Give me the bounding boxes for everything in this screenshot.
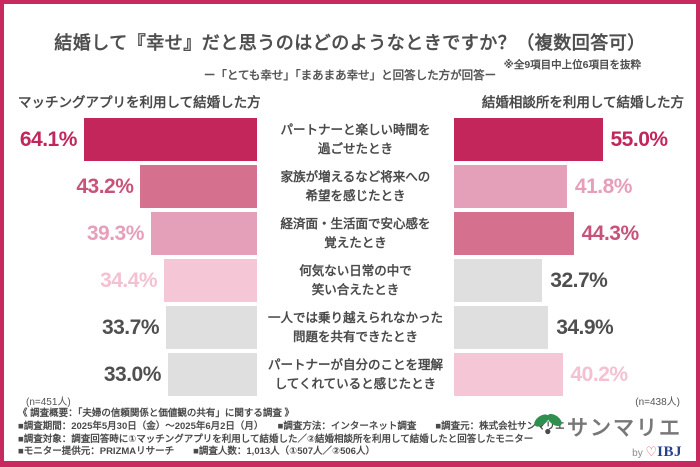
survey-overview-title: 《 調査概要：「夫婦の信頼関係と価値観の共有」に関する調査 》: [18, 408, 295, 419]
left-value-label: 33.7%: [101, 315, 160, 339]
left-value-label: 43.2%: [76, 174, 134, 198]
left-bar-cell: 33.7%: [4, 306, 257, 349]
page-title: 結婚して『幸せ』だと思うのはどのようなときですか？（複数回答可）: [54, 33, 646, 53]
left-value-label: 33.0%: [103, 362, 162, 386]
left-value-label: 39.3%: [86, 221, 145, 245]
chart-row: 33.0% パートナーが自分のことを理解 してくれていると感じたとき 40.2%: [4, 353, 696, 396]
right-value-label: 44.3%: [581, 221, 640, 245]
left-bar: [140, 165, 257, 208]
survey-target-line: ■調査対象：調査回答時に①マッチングアプリを利用して結婚した／②結婚相談所を利用…: [18, 433, 534, 445]
right-bar: [454, 306, 549, 349]
chart-row: 39.3% 経済面・生活面で安心感を 覚えたとき 44.3%: [4, 212, 696, 255]
category-line-1: パートナーと楽しい時間を: [280, 122, 431, 137]
right-value-label: 55.0%: [610, 127, 669, 151]
right-value-label: 34.9%: [556, 315, 614, 339]
category-line-1: 経済面・生活面で安心感を: [280, 216, 431, 231]
right-group-label: 結婚相談所を利用して結婚した方: [481, 95, 684, 110]
left-bar-cell: 34.4%: [4, 259, 257, 302]
category-line-1: パートナーが自分のことを理解: [267, 357, 443, 372]
right-bar-cell: 44.3%: [454, 212, 696, 255]
left-bar-cell: 39.3%: [4, 212, 257, 255]
category-line-2: 笑い合えたとき: [311, 282, 400, 297]
left-bar-cell: 64.1%: [4, 118, 257, 161]
chart-row: 33.7% 一人では乗り越えられなかった 問題を共有できたとき 34.9%: [4, 306, 696, 349]
right-bar: [454, 118, 603, 161]
category-label: 何気ない日常の中で 笑い合えたとき: [257, 259, 454, 302]
heart-icon: ♡: [645, 444, 658, 459]
chart-row: 64.1% パートナーと楽しい時間を 過ごせたとき 55.0%: [4, 118, 696, 161]
right-value-label: 41.8%: [574, 174, 633, 198]
survey-period-line: ■調査期間：2025年5月30日（金）～2025年6月2日（月） ■調査方法：イ…: [18, 420, 565, 432]
right-bar-cell: 40.2%: [454, 353, 696, 396]
right-bar: [454, 353, 563, 396]
category-line-2: してくれていると感じたとき: [274, 376, 437, 391]
right-bar: [454, 259, 543, 302]
right-bar-cell: 41.8%: [454, 165, 696, 208]
by-label: by: [632, 448, 643, 459]
category-line-2: 問題を共有できたとき: [292, 329, 418, 344]
survey-overview: 《 調査概要：「夫婦の信頼関係と価値観の共有」に関する調査 》 ■調査期間：20…: [18, 408, 574, 459]
category-line-1: 何気ない日常の中で: [299, 263, 412, 278]
category-line-2: 過ごせたとき: [317, 141, 393, 156]
right-value-label: 40.2%: [570, 362, 629, 386]
category-label: パートナーと楽しい時間を 過ごせたとき: [257, 118, 454, 161]
left-bar: [83, 118, 257, 161]
left-value-label: 34.4%: [100, 268, 158, 292]
excerpt-note: ※全9項目中上位6項目を抜粋: [503, 59, 641, 71]
left-bar: [150, 212, 257, 255]
left-value-label: 64.1%: [19, 127, 78, 151]
ibj-label: IBJ: [657, 444, 682, 460]
survey-monitor-line: ■モニター提供元：PRIZMAリサーチ ■調査人数：1,013人（①507人／②…: [18, 446, 375, 458]
right-value-label: 32.7%: [550, 268, 608, 292]
category-label: 経済面・生活面で安心感を 覚えたとき: [257, 212, 454, 255]
chart-row: 34.4% 何気ない日常の中で 笑い合えたとき 32.7%: [4, 259, 696, 302]
category-label: パートナーが自分のことを理解 してくれていると感じたとき: [257, 353, 454, 396]
left-bar-cell: 43.2%: [4, 165, 257, 208]
right-bar: [454, 212, 574, 255]
category-line-2: 希望を感じたとき: [305, 188, 406, 203]
brand-name: サンマリエ: [567, 417, 682, 440]
left-group-label: マッチングアプリを利用して結婚した方: [18, 95, 261, 110]
right-bar: [454, 165, 567, 208]
left-bar: [167, 353, 257, 396]
sunmarie-logo: サンマリエ by ♡IBJ: [533, 412, 682, 461]
right-bar-cell: 34.9%: [454, 306, 696, 349]
category-line-2: 覚えたとき: [324, 235, 387, 250]
left-bar: [164, 259, 257, 302]
leaf-icon: [533, 412, 563, 442]
by-ibj: by ♡IBJ: [533, 444, 682, 461]
right-bar-cell: 32.7%: [454, 259, 696, 302]
left-bar-cell: 33.0%: [4, 353, 257, 396]
category-label: 一人では乗り越えられなかった 問題を共有できたとき: [257, 306, 454, 349]
left-bar: [166, 306, 257, 349]
category-line-1: 家族が増えるなど将来への: [280, 169, 431, 184]
right-bar-cell: 55.0%: [454, 118, 696, 161]
butterfly-chart: 64.1% パートナーと楽しい時間を 過ごせたとき 55.0% 43.2% 家族が増えるな…: [4, 118, 696, 400]
page-subtitle: ー「とても幸せ」「まあまあ幸せ」と回答した方が回答ー: [203, 70, 497, 82]
category-label: 家族が増えるなど将来への 希望を感じたとき: [257, 165, 454, 208]
left-sample-size: (n=451人): [26, 397, 71, 408]
right-sample-size: (n=438人): [635, 397, 680, 408]
chart-row: 43.2% 家族が増えるなど将来への 希望を感じたとき 41.8%: [4, 165, 696, 208]
category-line-1: 一人では乗り越えられなかった: [267, 310, 443, 325]
